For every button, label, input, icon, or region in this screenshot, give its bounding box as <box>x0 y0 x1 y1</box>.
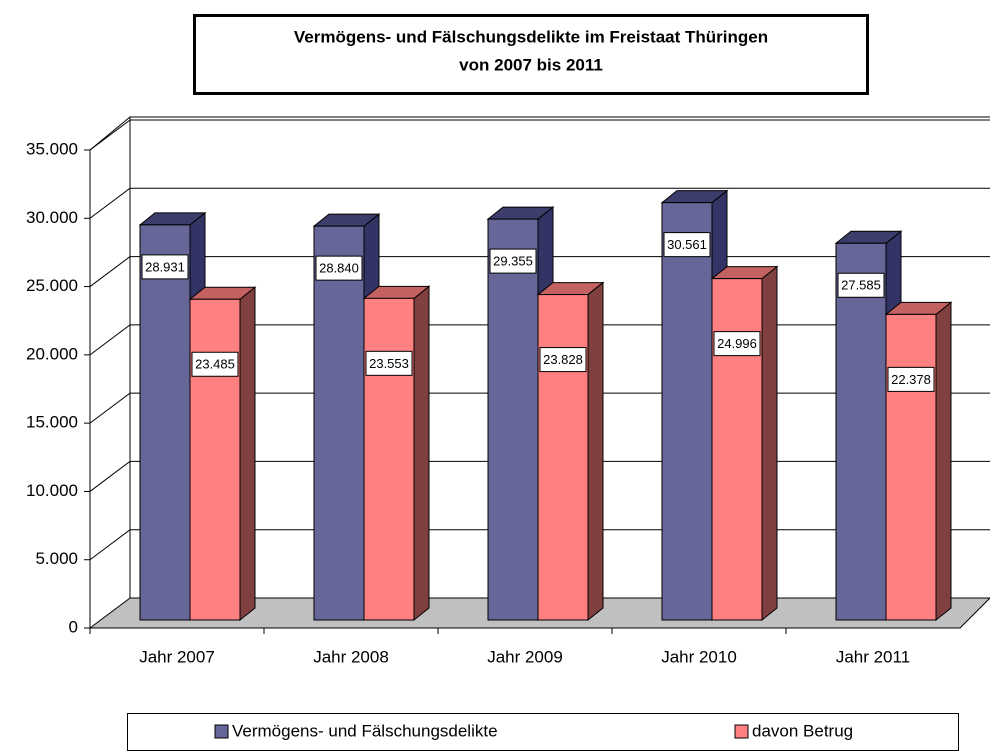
value-label-box <box>191 351 239 377</box>
chart-title: Vermögens- und Fälschungsdelikte im Frei… <box>294 27 768 46</box>
y-tick-label: 5.000 <box>35 549 78 568</box>
legend-label: Vermögens- und Fälschungsdelikte <box>232 721 498 740</box>
value-label: 22.378 <box>891 372 931 387</box>
y-tick-label: 15.000 <box>26 413 78 432</box>
bar <box>537 294 589 621</box>
bar <box>487 218 539 621</box>
x-tick-label: Jahr 2009 <box>487 647 563 666</box>
bar-side <box>761 265 778 622</box>
y-tick-label: 35.000 <box>26 139 78 158</box>
value-label-box <box>837 272 885 298</box>
bar-side <box>587 281 604 622</box>
legend-label: davon Betrug <box>752 721 853 740</box>
left-wall <box>89 116 131 628</box>
bar <box>835 242 887 621</box>
legend-swatch <box>734 724 749 739</box>
y-tick-label: 10.000 <box>26 481 78 500</box>
y-tick-label: 30.000 <box>26 208 78 227</box>
y-tick-label: 25.000 <box>26 276 78 295</box>
value-label: 23.828 <box>543 352 583 367</box>
value-label-box <box>713 331 761 357</box>
value-label-box <box>887 366 935 392</box>
bar <box>885 313 937 621</box>
y-tick-label: 0 <box>69 617 78 636</box>
bar <box>139 224 191 621</box>
grid-line-side <box>89 529 131 561</box>
value-label-box <box>663 232 711 258</box>
value-label: 28.931 <box>145 259 185 274</box>
x-tick-label: Jahr 2007 <box>139 647 215 666</box>
bar <box>363 297 415 621</box>
chart-subtitle: von 2007 bis 2011 <box>459 55 603 74</box>
bar-side <box>935 301 952 622</box>
value-label-box <box>315 255 363 281</box>
value-label-box <box>489 248 537 274</box>
x-tick-label: Jahr 2008 <box>313 647 389 666</box>
value-label: 30.561 <box>667 237 707 252</box>
legend-swatch <box>214 724 229 739</box>
grid-line-side <box>89 187 131 219</box>
value-label: 27.585 <box>841 278 881 293</box>
bar <box>661 202 713 621</box>
value-label: 29.355 <box>493 254 533 269</box>
grid-line-side <box>89 324 131 356</box>
value-label-box <box>365 350 413 376</box>
y-tick-label: 20.000 <box>26 344 78 363</box>
value-label: 23.553 <box>369 356 409 371</box>
grid-line-side <box>89 256 131 287</box>
value-label: 23.485 <box>195 357 235 372</box>
value-label-box <box>539 347 587 373</box>
legend <box>127 713 959 751</box>
bar <box>711 278 763 621</box>
bar <box>313 225 365 621</box>
bar-side <box>239 286 256 622</box>
grid-line-side <box>89 119 131 151</box>
bar-side <box>413 285 430 622</box>
x-tick-label: Jahr 2011 <box>836 647 910 666</box>
value-label: 24.996 <box>717 336 757 351</box>
bar <box>189 298 241 621</box>
x-tick-label: Jahr 2010 <box>661 647 737 666</box>
grid-line-side <box>89 392 131 424</box>
title-box <box>193 14 869 95</box>
grid-line-side <box>89 461 131 492</box>
value-label-box <box>141 254 189 280</box>
value-label: 28.840 <box>319 261 359 276</box>
